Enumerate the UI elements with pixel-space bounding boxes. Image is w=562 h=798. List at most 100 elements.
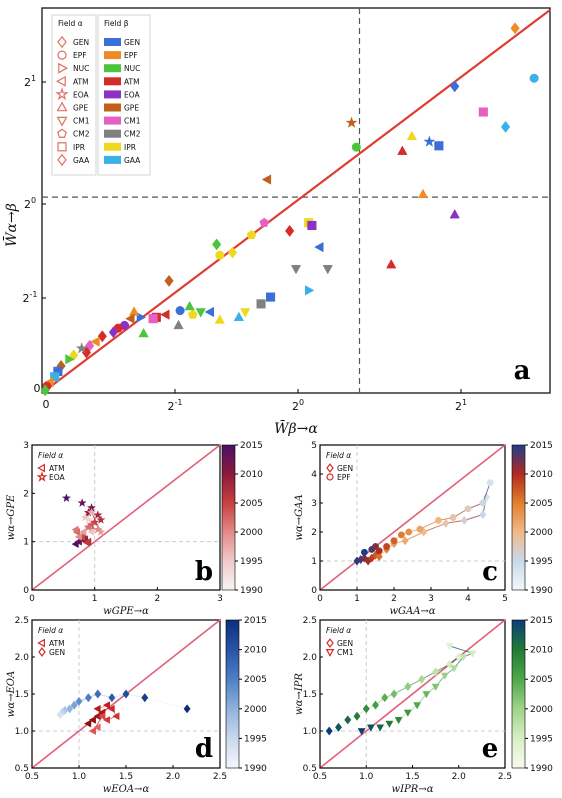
panel-c-point [383, 543, 391, 550]
panel-d-point [94, 689, 102, 699]
panel-b-colorbar [221, 444, 236, 591]
panel-e-point [376, 724, 385, 732]
panel-c-ytick-label: 4 [311, 470, 317, 480]
panel-b-point [77, 498, 87, 508]
panel-a-points [40, 22, 539, 397]
trajectory-segment [464, 514, 483, 521]
panel-e-ytick-label: 2.5 [303, 616, 317, 626]
panel-d-point [84, 719, 92, 728]
panel-b-colorbar-label: 2005 [240, 499, 263, 509]
panel-d-xtick-label: 2.0 [166, 772, 181, 782]
panel-a-point [305, 285, 315, 296]
panel-a-ylabel: W̄α→β [2, 203, 20, 247]
panel-a-label: a [514, 356, 531, 386]
panel-a-point [50, 372, 60, 382]
panel-e-point [431, 683, 440, 691]
panel-c-ytick-label: 2 [311, 528, 317, 538]
legend-beta-swatch [104, 38, 121, 46]
panel-b-point [83, 514, 94, 524]
panel-e-diagonal [319, 619, 506, 769]
legend-alpha-label: EPF [73, 51, 87, 60]
panel-d-point [98, 712, 106, 721]
panel-d-point [183, 704, 191, 714]
panel-a-point [406, 130, 418, 141]
panel-b-legend-label: ATM [49, 464, 65, 473]
panel-a-xtick-label: 2-1 [168, 398, 183, 413]
panel-c-point [375, 552, 383, 562]
panel-a-point [434, 141, 444, 151]
legend-alpha-marker [55, 87, 69, 101]
panel-e-colorbar-label: 2005 [530, 675, 553, 685]
panel-e-ytick-label: 1.0 [303, 727, 318, 737]
panel-a-point [227, 246, 238, 259]
panel-d-series [84, 701, 120, 735]
panel-e-series [325, 652, 463, 736]
panel-e-point [418, 674, 426, 684]
panel-a-frame [41, 7, 551, 394]
panel-c-xtick-label: 3 [428, 594, 434, 604]
panel-b-point [96, 527, 106, 537]
panel-e-point [366, 724, 375, 732]
panel-c-colorbar-label: 2005 [530, 499, 553, 509]
panel-e-point [468, 650, 477, 658]
panel-a-point [478, 107, 488, 117]
panel-b-point [83, 522, 94, 532]
legend-beta-swatch [104, 51, 121, 60]
panel-c-xtick-label: 0 [317, 594, 323, 604]
panel-c-colorbar-label: 2000 [530, 528, 553, 538]
panel-c-point [372, 543, 379, 550]
panel-c-ytick-label: 1 [311, 557, 317, 567]
panel-c-ytick-label: 3 [311, 499, 317, 509]
panel-e-point [422, 691, 431, 699]
panel-c-point [401, 536, 409, 546]
panel-e-xlabel: wIPR→α [392, 784, 434, 795]
panel-c-xtick-label: 2 [391, 594, 397, 604]
legend-beta-label: GPE [124, 104, 139, 113]
panel-e-point [403, 709, 412, 717]
panel-b-label: b [195, 557, 213, 587]
panel-d-xtick-label: 2.5 [213, 772, 227, 782]
panel-d-colorbar-label: 2015 [244, 616, 267, 626]
panel-e-point [357, 728, 366, 736]
panel-d-legend-label: GEN [49, 648, 65, 657]
panel-a-point [184, 300, 195, 311]
panel-a-xtick-label: 21 [455, 398, 467, 413]
panel-a-point [290, 265, 302, 275]
panel-e-point [459, 654, 468, 662]
legend-alpha-marker [57, 142, 67, 152]
trajectory-segment [449, 645, 473, 654]
panel-b-colorbar-label: 1995 [240, 557, 263, 567]
panel-a-point [417, 188, 429, 199]
panel-b-ytick-label: 0 [23, 586, 29, 596]
panel-a-ytick-label: 21 [24, 74, 36, 89]
trajectory-segment [482, 482, 491, 504]
legend-beta-label: IPR [124, 143, 136, 152]
panel-d-colorbar-label: 1990 [244, 764, 267, 774]
panel-e-xtick-label: 2.5 [498, 772, 512, 782]
legend-alpha-label: NUC [73, 64, 89, 73]
panel-e-xtick-label: 1.0 [359, 772, 374, 782]
panel-a-origin-y: 0 [34, 382, 41, 395]
panel-a-point [259, 217, 270, 227]
legend-alpha-title: Field α [58, 19, 83, 28]
panel-a-point [195, 308, 206, 318]
panel-d-colorbar-label: 2000 [244, 705, 267, 715]
legend-beta-swatch [104, 129, 121, 138]
panel-d-point [88, 727, 96, 735]
panel-d-point [70, 700, 78, 710]
panel-d-series [56, 689, 191, 720]
panel-b-ytick-label: 3 [23, 441, 29, 451]
panel-d-point [122, 689, 130, 699]
panel-e-legend-title: Field α [326, 626, 351, 635]
panel-e-colorbar-label: 2000 [530, 705, 553, 715]
panel-c-colorbar [511, 444, 526, 591]
panel-b-legend-marker [36, 471, 48, 482]
panel-a-point [449, 209, 460, 219]
panel-d-ytick-label: 2.5 [15, 616, 29, 626]
panel-d-point [102, 701, 111, 710]
legend-alpha-label: GEN [73, 38, 89, 47]
panel-b-xtick-label: 1 [92, 594, 98, 604]
panel-c-point [390, 537, 398, 545]
panel-a-xtick-label: 20 [292, 398, 304, 413]
